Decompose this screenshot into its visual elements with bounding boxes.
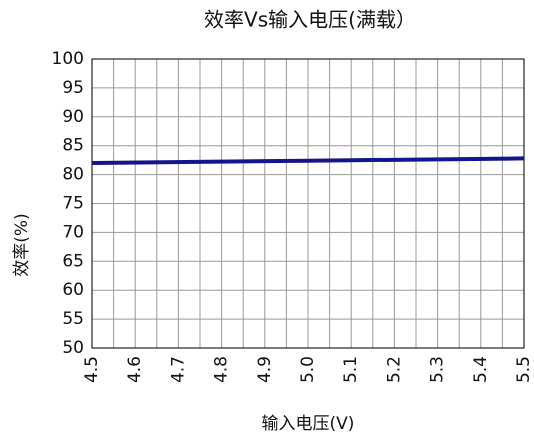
y-tick-label: 95 [62, 78, 84, 98]
y-tick-label: 55 [62, 309, 84, 329]
x-tick-label: 4.9 [255, 356, 275, 383]
y-tick-label: 75 [62, 194, 84, 214]
chart-title: 效率Vs输入电压(满载） [204, 8, 416, 32]
x-tick-label: 4.5 [82, 356, 102, 383]
y-tick-label: 80 [62, 165, 84, 185]
x-tick-label: 4.7 [168, 356, 188, 383]
x-tick-label: 5.2 [384, 356, 404, 383]
x-axis-label: 输入电压(V) [262, 414, 355, 434]
y-tick-label: 70 [62, 222, 84, 242]
x-tick-label: 5.0 [298, 356, 318, 383]
y-tick-label: 50 [62, 338, 84, 358]
y-tick-label: 65 [62, 251, 84, 271]
x-tick-label: 5.4 [471, 356, 491, 383]
x-tick-label: 5.3 [428, 356, 448, 383]
x-tick-label: 4.8 [212, 356, 232, 383]
x-tick-label: 5.1 [341, 356, 361, 383]
y-tick-label: 85 [62, 136, 84, 156]
y-tick-label: 100 [52, 49, 84, 69]
y-tick-label: 90 [62, 107, 84, 127]
data-line [91, 156, 525, 166]
plot-frame [91, 58, 525, 349]
y-axis-label: 效率(%) [12, 213, 32, 276]
x-tick-label: 4.6 [125, 356, 145, 383]
y-tick-label: 60 [62, 280, 84, 300]
x-tick-label: 5.5 [514, 356, 534, 383]
